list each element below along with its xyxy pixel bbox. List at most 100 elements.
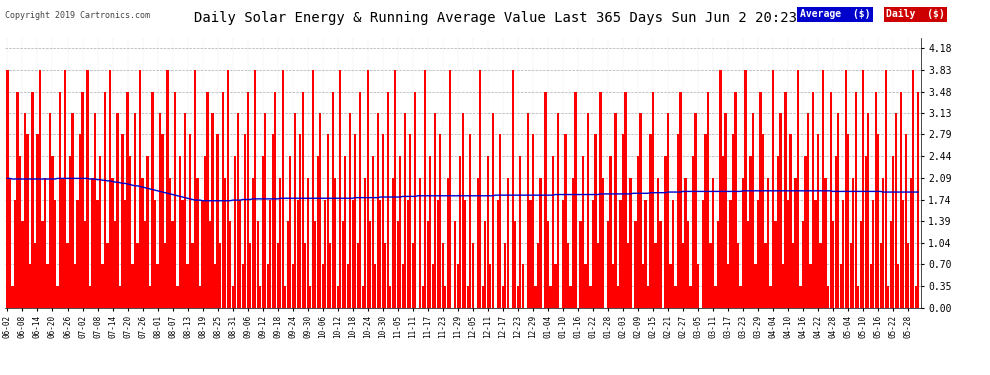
Bar — [302, 92, 304, 308]
Text: Daily Solar Energy & Running Average Value Last 365 Days Sun Jun 2 20:23: Daily Solar Energy & Running Average Val… — [193, 11, 797, 25]
Bar — [199, 286, 201, 308]
Bar — [594, 134, 597, 308]
Bar — [917, 92, 920, 308]
Bar — [805, 156, 807, 308]
Bar — [312, 70, 314, 308]
Bar — [717, 221, 719, 308]
Bar — [802, 221, 804, 308]
Bar — [489, 264, 491, 308]
Bar — [540, 178, 542, 308]
Bar — [34, 243, 36, 308]
Bar — [129, 156, 132, 308]
Bar — [106, 243, 109, 308]
Bar — [779, 113, 782, 308]
Bar — [127, 92, 129, 308]
Bar — [134, 113, 137, 308]
Bar — [56, 286, 58, 308]
Bar — [884, 70, 887, 308]
Bar — [402, 264, 404, 308]
Bar — [156, 264, 158, 308]
Bar — [609, 156, 612, 308]
Bar — [569, 286, 571, 308]
Bar — [204, 156, 206, 308]
Bar — [582, 156, 584, 308]
Bar — [259, 286, 261, 308]
Bar — [484, 221, 486, 308]
Bar — [274, 92, 276, 308]
Bar — [620, 200, 622, 308]
Bar — [242, 264, 244, 308]
Bar — [424, 70, 427, 308]
Bar — [854, 92, 856, 308]
Bar — [837, 113, 840, 308]
Bar — [289, 156, 291, 308]
Bar — [564, 134, 566, 308]
Bar — [359, 92, 361, 308]
Bar — [579, 221, 581, 308]
Bar — [171, 221, 173, 308]
Bar — [514, 221, 517, 308]
Bar — [879, 243, 882, 308]
Bar — [782, 264, 784, 308]
Bar — [346, 264, 348, 308]
Bar — [635, 221, 637, 308]
Bar — [186, 264, 189, 308]
Bar — [710, 243, 712, 308]
Bar — [142, 178, 144, 308]
Bar — [602, 178, 604, 308]
Bar — [497, 200, 499, 308]
Bar — [44, 178, 47, 308]
Bar — [737, 243, 740, 308]
Bar — [334, 178, 337, 308]
Text: Copyright 2019 Cartronics.com: Copyright 2019 Cartronics.com — [5, 11, 149, 20]
Bar — [32, 92, 34, 308]
Bar — [329, 243, 332, 308]
Bar — [6, 70, 9, 308]
Bar — [519, 156, 522, 308]
Text: Daily  ($): Daily ($) — [886, 9, 944, 20]
Bar — [504, 243, 507, 308]
Bar — [527, 113, 529, 308]
Bar — [689, 286, 692, 308]
Bar — [692, 156, 694, 308]
Bar — [351, 200, 353, 308]
Bar — [832, 221, 835, 308]
Bar — [234, 156, 237, 308]
Bar — [882, 178, 884, 308]
Bar — [487, 156, 489, 308]
Bar — [366, 70, 369, 308]
Bar — [597, 243, 599, 308]
Bar — [789, 134, 792, 308]
Bar — [549, 286, 551, 308]
Bar — [535, 286, 537, 308]
Bar — [572, 178, 574, 308]
Bar — [715, 286, 717, 308]
Bar — [754, 264, 756, 308]
Bar — [900, 92, 902, 308]
Bar — [637, 156, 640, 308]
Bar — [53, 200, 56, 308]
Bar — [612, 264, 614, 308]
Bar — [890, 221, 892, 308]
Bar — [16, 92, 19, 308]
Bar — [299, 134, 301, 308]
Bar — [432, 264, 434, 308]
Bar — [772, 70, 774, 308]
Bar — [757, 200, 759, 308]
Bar — [507, 178, 509, 308]
Bar — [892, 156, 894, 308]
Bar — [615, 113, 617, 308]
Bar — [830, 92, 832, 308]
Bar — [69, 156, 71, 308]
Bar — [184, 113, 186, 308]
Bar — [384, 243, 386, 308]
Bar — [446, 178, 448, 308]
Bar — [722, 156, 724, 308]
Bar — [47, 264, 49, 308]
Bar — [740, 286, 742, 308]
Bar — [651, 92, 654, 308]
Bar — [332, 92, 334, 308]
Bar — [148, 286, 151, 308]
Bar — [546, 221, 549, 308]
Bar — [284, 286, 286, 308]
